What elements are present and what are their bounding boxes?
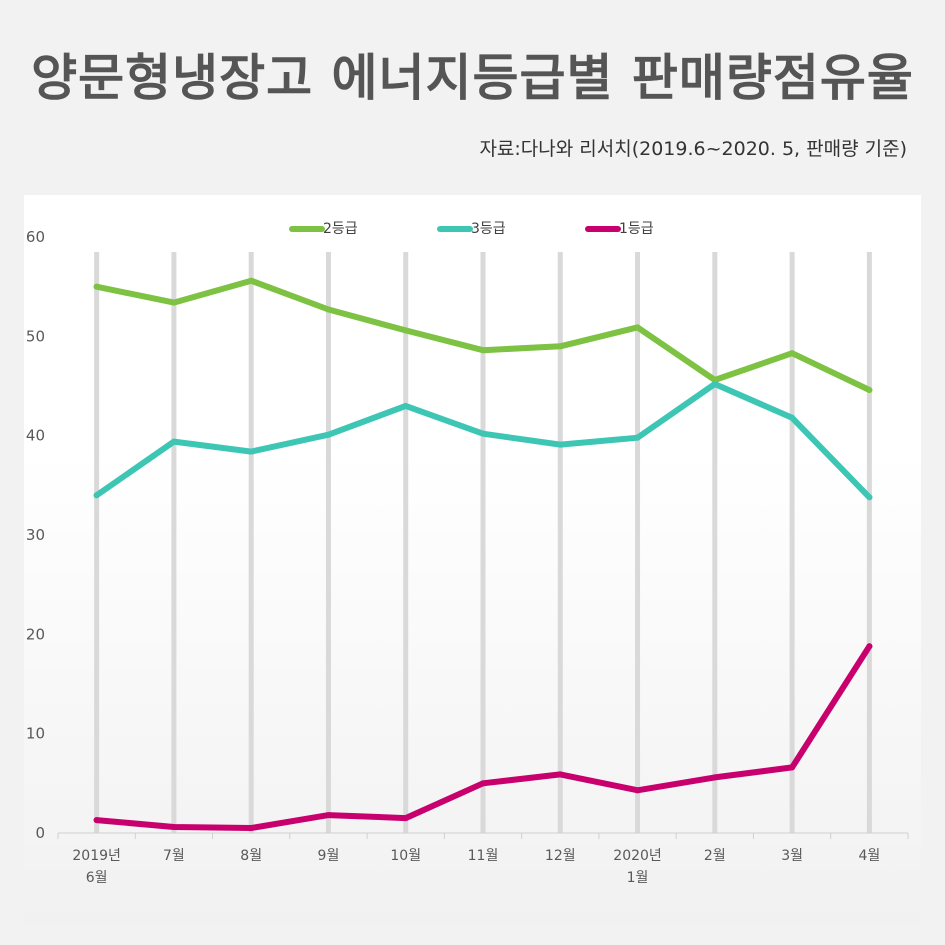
data-point [93, 283, 100, 290]
x-tick-label: 3월 [781, 848, 803, 864]
x-tick-label: 10월 [390, 848, 421, 864]
data-point [634, 787, 641, 794]
data-point [789, 414, 796, 421]
grid-layer [94, 252, 872, 833]
data-point [866, 386, 873, 393]
x-tick-label: 7월 [163, 848, 185, 864]
data-point [325, 812, 332, 819]
data-point [711, 381, 718, 388]
data-point [93, 817, 100, 824]
y-tick-label: 30 [26, 526, 45, 544]
x-tick-label: 2020년 [613, 848, 662, 864]
data-point [866, 494, 873, 501]
data-point [170, 438, 177, 445]
axis-layer: 0 10 20 30 40 50 60 2019년 6월 7월 8월 9월 10월 11월 12월 2020년… [26, 228, 909, 886]
data-point [402, 327, 409, 334]
y-tick-label: 50 [26, 327, 45, 345]
data-point [557, 441, 564, 448]
data-point [248, 448, 255, 455]
legend-layer: 2등급 3등급 1등급 [289, 221, 654, 237]
data-point [866, 643, 873, 650]
legend-label: 3등급 [471, 221, 506, 237]
y-tick-label: 40 [26, 427, 45, 445]
data-point [480, 780, 486, 787]
data-point [557, 343, 564, 350]
legend-label: 2등급 [323, 221, 358, 237]
y-tick-label: 10 [26, 725, 45, 743]
data-point [789, 764, 796, 771]
y-tick-label: 0 [35, 824, 45, 842]
series-layer [93, 277, 873, 832]
x-tick-label: 2019년 [72, 848, 121, 864]
data-point [170, 824, 177, 831]
y-tick-label: 60 [26, 228, 45, 246]
data-point [402, 815, 409, 822]
data-point [325, 306, 332, 313]
x-tick-label: 6월 [86, 870, 108, 886]
data-point [93, 492, 100, 499]
data-point [325, 431, 332, 438]
x-tick-label: 12월 [545, 848, 576, 864]
data-point [248, 277, 255, 284]
y-tick-label: 20 [26, 625, 45, 643]
x-tick-label: 2월 [704, 848, 726, 864]
data-point [789, 350, 796, 357]
data-point [170, 299, 177, 306]
data-point [711, 774, 718, 781]
data-point [248, 825, 255, 832]
x-tick-label: 8월 [240, 848, 262, 864]
data-point [557, 771, 564, 778]
chart-title: 양문형냉장고 에너지등급별 판매량점유율 [31, 49, 914, 107]
data-point [634, 324, 641, 331]
data-point [634, 434, 641, 441]
x-tick-label: 4월 [858, 848, 880, 864]
data-point [480, 430, 486, 437]
x-tick-label: 1월 [627, 870, 649, 886]
x-tick-label: 11월 [468, 848, 499, 864]
x-tick-label: 9월 [318, 848, 340, 864]
data-point [402, 402, 409, 409]
data-point [480, 347, 486, 354]
source-note: 자료:다나와 리서치(2019.6~2020. 5, 판매량 기준) [479, 138, 907, 160]
legend-label: 1등급 [619, 221, 654, 237]
